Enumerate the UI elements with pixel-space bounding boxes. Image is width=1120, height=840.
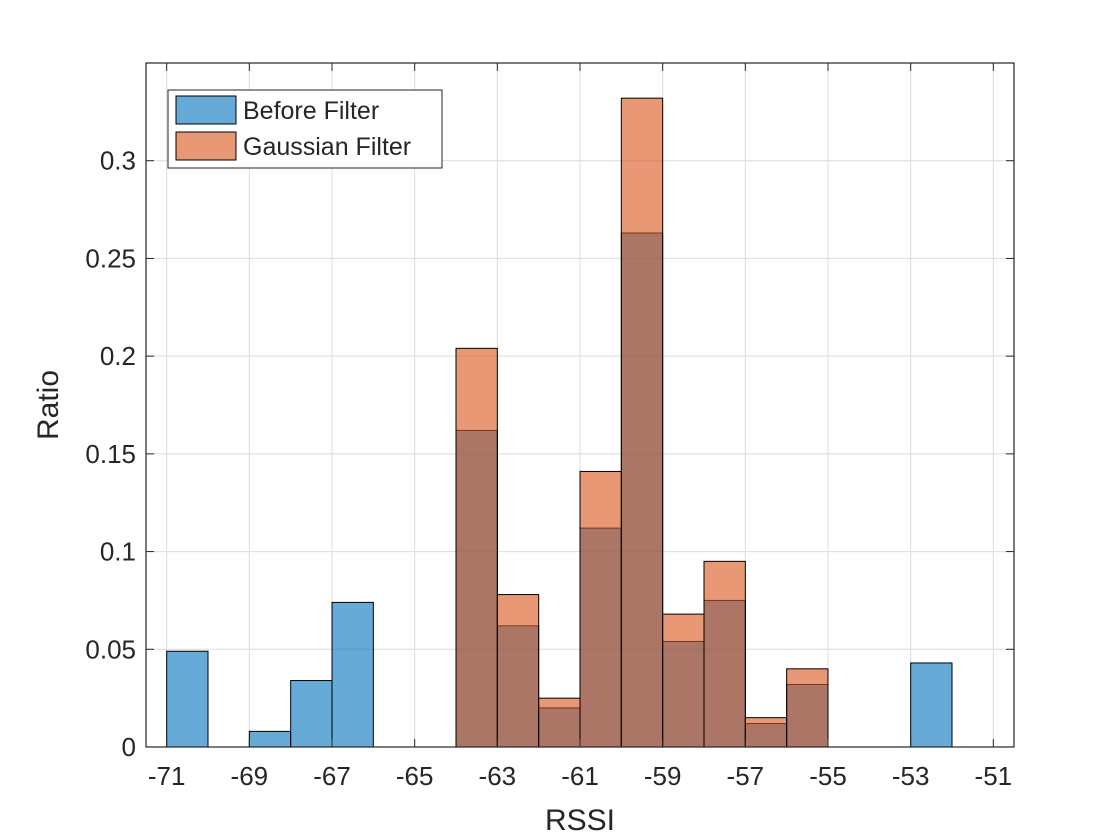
- x-tick-label-5: -61: [561, 761, 599, 791]
- y-tick-label-5: 0.25: [85, 243, 136, 273]
- x-tick-label-3: -65: [396, 761, 434, 791]
- legend: Before Filter Gaussian Filter: [167, 89, 443, 169]
- x-tick-label-9: -53: [892, 761, 930, 791]
- before-filter-bar-2: [290, 680, 333, 748]
- before-filter-bar-1: [248, 730, 292, 748]
- x-tick-label-6: -59: [644, 761, 682, 791]
- legend-swatch-0: [175, 95, 237, 125]
- y-tick-label-3: 0.15: [85, 439, 136, 469]
- legend-label-1: Gaussian Filter: [243, 133, 411, 161]
- x-tick-label-1: -69: [231, 761, 269, 791]
- gaussian-filter-bar-8: [786, 668, 829, 748]
- before-filter-bar-0: [166, 650, 209, 748]
- gaussian-filter-bar-0: [455, 347, 498, 748]
- x-tick-label-4: -63: [479, 761, 517, 791]
- gaussian-filter-bar-5: [662, 613, 705, 748]
- x-tick-label-10: -51: [975, 761, 1013, 791]
- y-tick-label-0: 0: [122, 732, 136, 762]
- y-tick-label-1: 0.05: [85, 634, 136, 664]
- bars-group: [166, 97, 953, 748]
- gaussian-filter-bar-3: [579, 470, 622, 748]
- x-tick-label-8: -55: [809, 761, 847, 791]
- y-tick-label-6: 0.3: [100, 146, 136, 176]
- gaussian-filter-bar-2: [538, 697, 581, 748]
- before-filter-bar-13: [910, 662, 953, 748]
- legend-label-0: Before Filter: [243, 97, 379, 125]
- ticks-group: -71 -69 -67 -65 -63 -61 -59 -57 -55 -53 -51 0 0.05 0.…: [85, 63, 1014, 791]
- y-tick-label-2: 0.1: [100, 537, 136, 567]
- y-tick-label-4: 0.2: [100, 341, 136, 371]
- x-tick-label-7: -57: [727, 761, 765, 791]
- gaussian-filter-bar-4: [620, 97, 664, 748]
- x-tick-label-0: -71: [148, 761, 186, 791]
- gaussian-filter-bar-6: [703, 560, 746, 748]
- legend-swatch-1: [175, 131, 237, 161]
- x-tick-label-2: -67: [313, 761, 351, 791]
- gaussian-filter-bar-1: [496, 594, 540, 748]
- x-axis-label: RSSI: [545, 804, 615, 837]
- y-axis-label: Ratio: [32, 370, 65, 440]
- before-filter-bar-3: [331, 601, 374, 748]
- gaussian-filter-bar-7: [744, 717, 788, 748]
